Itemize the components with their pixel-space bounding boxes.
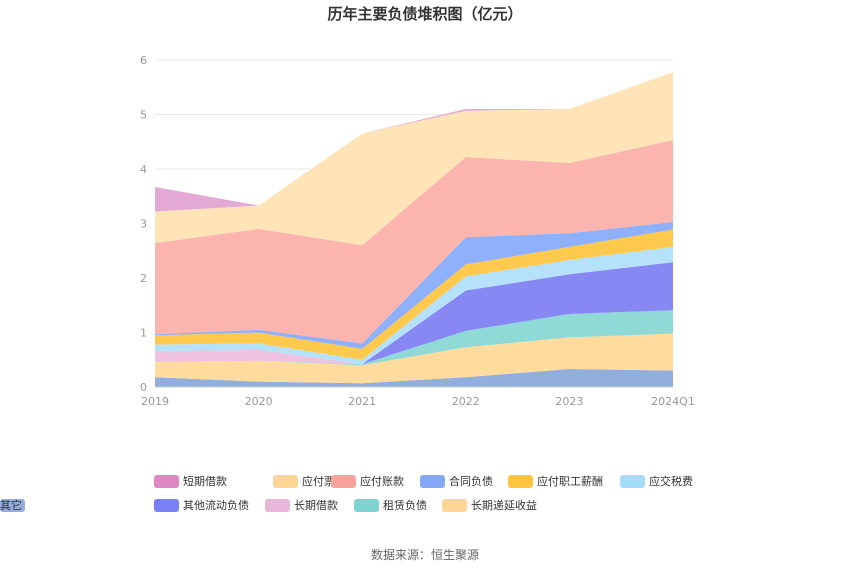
area-应付票据 <box>155 72 673 246</box>
legend-label: 短期借款 <box>183 474 227 488</box>
legend-label: 应付职工薪酬 <box>537 474 603 488</box>
legend-swatch <box>265 499 290 512</box>
area-应交税费 <box>155 246 673 365</box>
legend-swatch <box>331 475 356 488</box>
legend-item[interactable]: 租赁负债 <box>354 498 427 512</box>
legend-item[interactable]: 应付账款 <box>331 474 404 488</box>
area-长期递延收益 <box>155 333 673 384</box>
area-其他流动负债 <box>155 262 673 365</box>
area-长期借款 <box>155 310 673 365</box>
legend-label: 其他流动负债 <box>183 498 249 512</box>
y-tick-label: 2 <box>140 272 147 285</box>
legend-label: 租赁负债 <box>383 498 427 512</box>
legend-label: 合同负债 <box>449 474 493 488</box>
y-tick-label: 6 <box>140 54 147 67</box>
y-tick-label: 5 <box>140 109 147 122</box>
legend-swatch <box>273 475 298 488</box>
legend-item[interactable]: 长期借款 <box>265 498 338 512</box>
data-source-note: 数据来源：恒生聚源 <box>371 547 479 562</box>
legend-swatch <box>0 499 25 512</box>
y-tick-label: 1 <box>140 327 147 340</box>
legend-label: 应交税费 <box>649 474 693 488</box>
x-tick-label: 2022 <box>452 395 480 408</box>
x-tick-label: 2019 <box>141 395 169 408</box>
legend-label: 其它 <box>0 498 22 512</box>
axes: 0 1 2 3 4 5 6 2019 2020 2021 2022 2023 2024Q1 <box>140 54 695 408</box>
legend-swatch <box>420 475 445 488</box>
legend-swatch <box>154 499 179 512</box>
legend-label: 长期递延收益 <box>471 498 537 512</box>
y-tick-label: 4 <box>140 163 147 176</box>
x-tick-label: 2023 <box>555 395 583 408</box>
x-tick-label: 2024Q1 <box>651 395 695 408</box>
legend-item[interactable]: 其它 <box>0 498 25 512</box>
x-tick-label: 2020 <box>245 395 273 408</box>
area-短期借款 <box>155 72 673 212</box>
legend-item[interactable]: 应付职工薪酬 <box>508 474 603 488</box>
y-tick-label: 0 <box>140 381 147 394</box>
chart-title: 历年主要负债堆积图（亿元） <box>327 5 522 23</box>
area-应付账款 <box>155 140 673 344</box>
legend-item[interactable]: 短期借款 <box>154 474 227 488</box>
legend-item[interactable]: 其他流动负债 <box>154 498 249 512</box>
legend-swatch <box>508 475 533 488</box>
legend-swatch <box>442 499 467 512</box>
area-合同负债 <box>155 221 673 349</box>
legend-label: 应付账款 <box>360 474 404 488</box>
x-tick-label: 2021 <box>348 395 376 408</box>
legend-label: 长期借款 <box>294 498 338 512</box>
legend-item[interactable]: 长期递延收益 <box>442 498 537 512</box>
legend-swatch <box>154 475 179 488</box>
legend-swatch <box>354 499 379 512</box>
area-应付职工薪酬 <box>155 229 673 360</box>
legend-item[interactable]: 合同负债 <box>420 474 493 488</box>
area-租赁负债 <box>155 310 673 366</box>
legend-swatch <box>620 475 645 488</box>
y-tick-label: 3 <box>140 218 147 231</box>
area-series <box>155 72 673 387</box>
area-其它 <box>155 369 673 387</box>
legend-item[interactable]: 应交税费 <box>620 474 693 488</box>
